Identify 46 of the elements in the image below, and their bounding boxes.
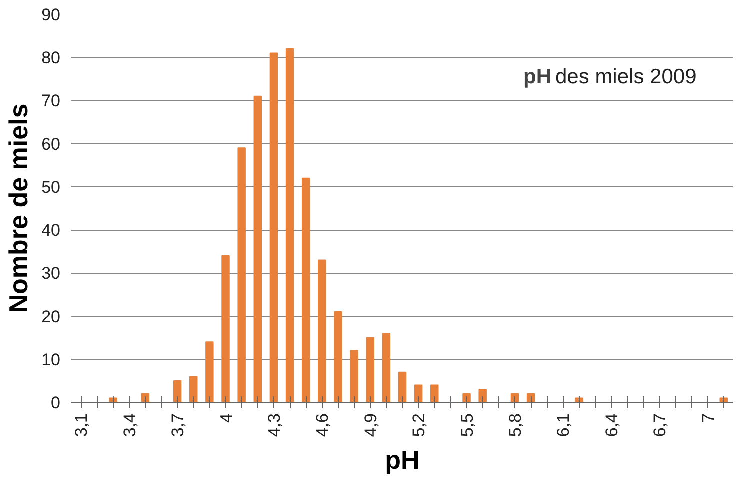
y-tick-label: 70 [42,92,61,111]
bar [382,333,391,402]
x-tick-label: 3,7 [168,413,188,438]
y-axis-title: Nombre de miels [4,104,34,314]
bar [334,311,342,402]
bar [206,342,214,402]
bar [254,96,262,402]
y-tick-label: 10 [42,350,61,370]
y-tick-label: 60 [42,134,61,154]
x-tick-label: 3,1 [72,413,92,438]
bar [173,380,182,402]
x-axis-title: pH [385,445,420,476]
y-tick-label: 0 [51,394,61,412]
x-tick-label: 4,9 [361,413,380,438]
y-tick-label: 20 [42,307,61,326]
bar [222,255,230,402]
x-tick-label: 5,8 [506,413,525,438]
y-tick-label: 50 [42,178,61,197]
x-tick-label: 4 [216,413,236,423]
bar [366,337,374,402]
bar [350,350,358,402]
y-tick-label: 80 [42,48,61,68]
y-tick-label: 30 [42,264,61,284]
x-tick-label: 6,7 [650,413,670,438]
bar [286,48,294,402]
bar [430,384,439,402]
bar [398,372,407,402]
x-tick-label: 4,3 [264,413,284,438]
bar [478,389,487,402]
bar [318,260,326,402]
x-tick-label: 3,4 [120,413,140,438]
bar [462,393,471,402]
bar [270,52,278,402]
bar [302,178,310,402]
y-tick-label: 90 [42,6,61,24]
annotation: pH des miels 2009 [524,66,697,88]
x-tick-label: 6,1 [554,413,574,438]
x-tick-label: 7 [698,413,718,423]
y-tick-label: 40 [42,221,61,240]
x-tick-label: 5,2 [410,413,429,438]
bar [238,148,246,402]
x-tick-label: 4,6 [313,413,332,438]
x-tick-label: 5,5 [458,413,477,438]
bar [190,376,198,402]
bar [414,384,423,402]
x-tick-label: 6,4 [602,413,622,438]
